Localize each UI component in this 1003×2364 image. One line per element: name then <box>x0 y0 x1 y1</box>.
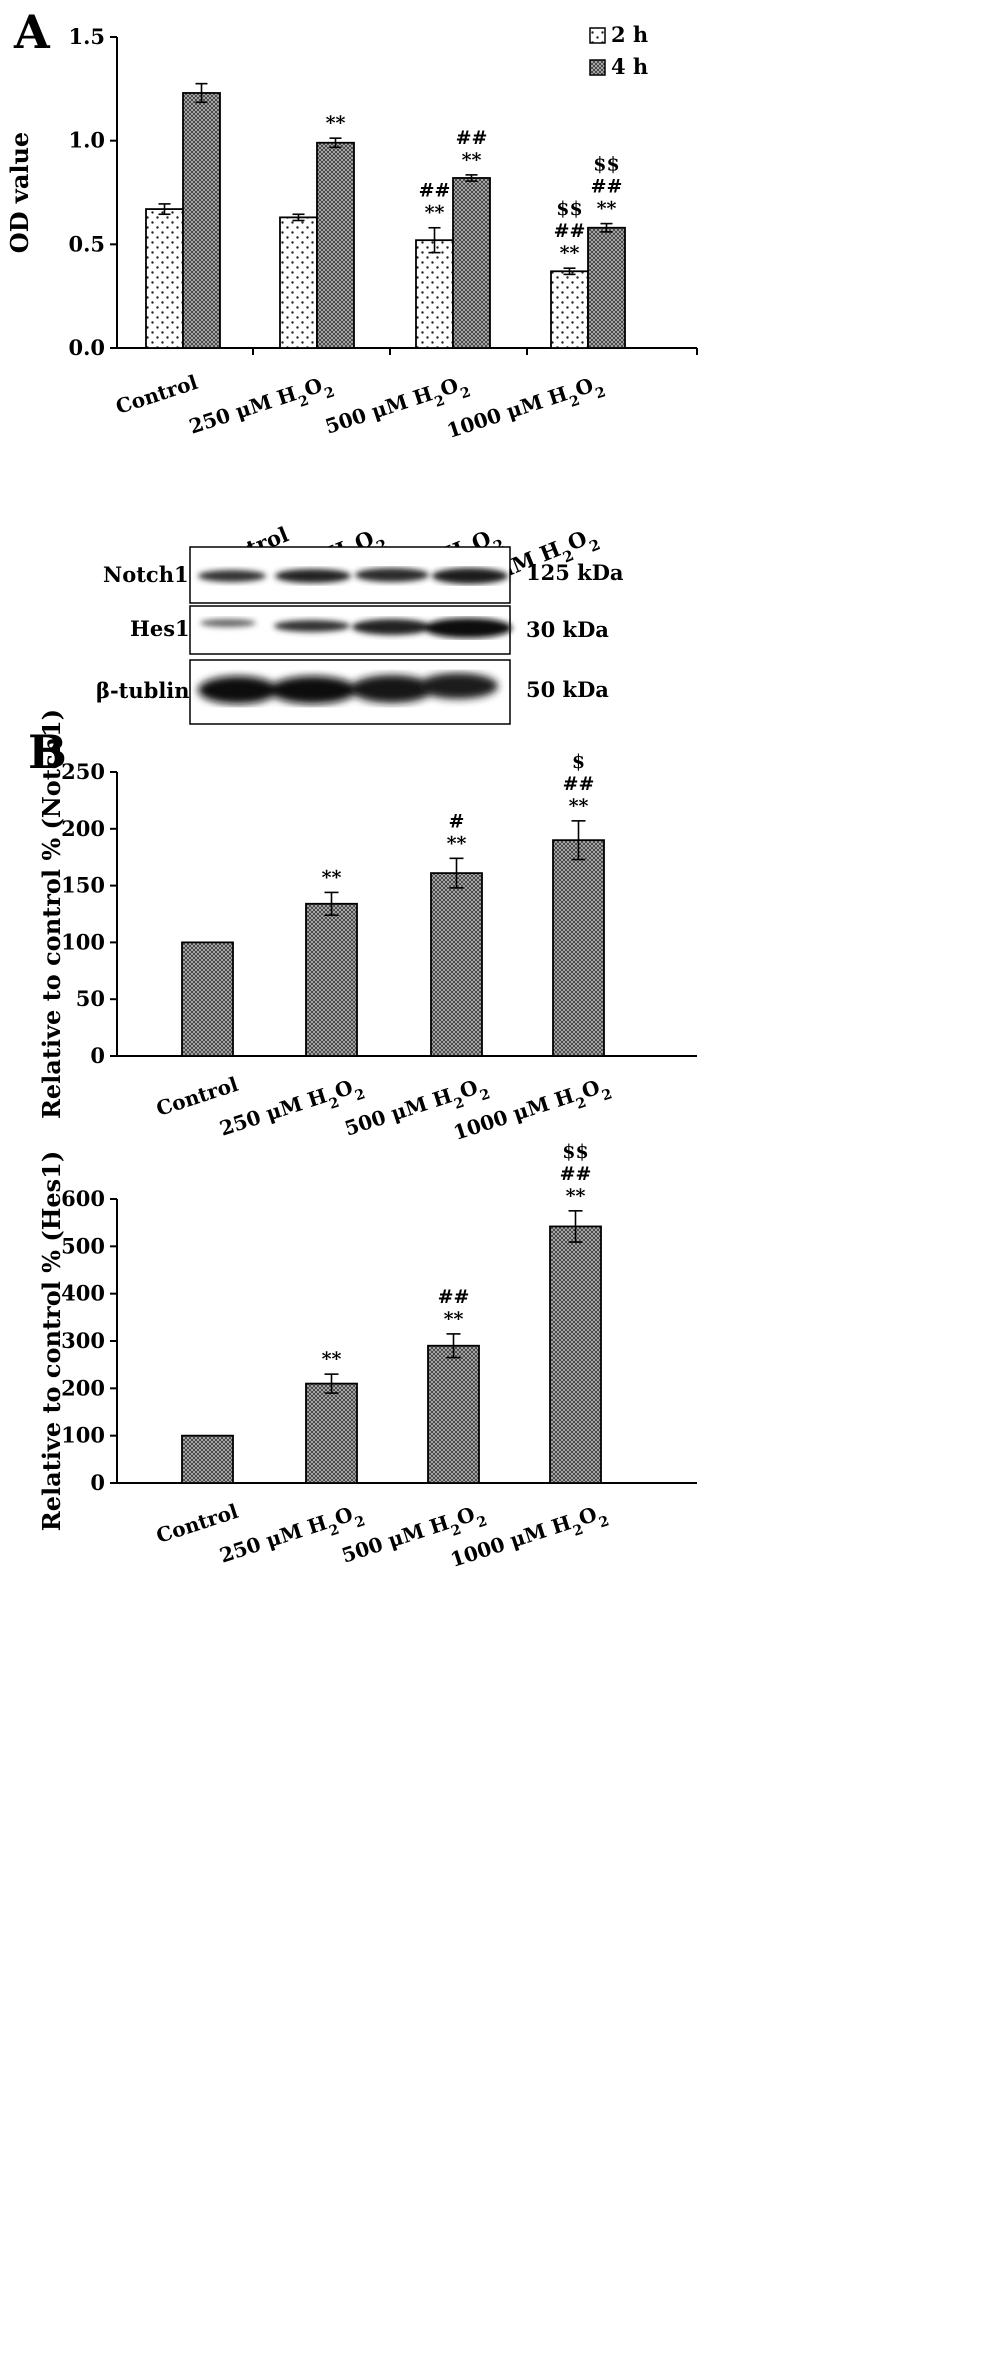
chart-od-value: 0.0 0.5 1.0 1.5 OD value Control ** 250 μM H2O2… <box>5 22 698 450</box>
bar-4h-3 <box>587 226 626 349</box>
bar-1 <box>305 902 358 1057</box>
bar-0 <box>181 941 234 1057</box>
blot-kda-tubulin: 50 kDa <box>526 677 609 702</box>
y-tick-label: 0 <box>90 1470 105 1495</box>
y-tick-label: 200 <box>61 1375 105 1400</box>
significance-label: ## <box>419 180 451 202</box>
panel-b-letter: B <box>28 725 67 779</box>
x-category-label: Control <box>113 370 201 419</box>
bar-1 <box>305 1382 358 1484</box>
blot-row-label-notch1: Notch1 <box>103 562 189 587</box>
bar-2 <box>430 872 483 1057</box>
x-category-label: 500 μM H2O2 <box>342 1072 493 1147</box>
y-axis-title: OD value <box>5 132 34 253</box>
y-axis-title: Relative to control % (Notch1) <box>37 709 66 1119</box>
bar-2h-3 <box>550 270 589 349</box>
blot-row-label-tubulin: β-tublin <box>96 678 190 703</box>
significance-label: ** <box>566 1185 586 1207</box>
bar-2h-2 <box>415 239 454 349</box>
significance-label: $$ <box>593 154 619 176</box>
significance-label: ## <box>591 176 623 198</box>
blot-bands-hes1 <box>200 618 512 638</box>
significance-label: ## <box>560 1163 592 1185</box>
legend-swatch-1 <box>589 59 606 76</box>
y-tick-label: 0.0 <box>68 335 105 360</box>
y-tick-label: 500 <box>61 1233 105 1258</box>
legend-label-0: 2 h <box>611 22 648 47</box>
blot-kda-notch1: 125 kDa <box>526 560 624 585</box>
y-tick-label: 200 <box>61 816 105 841</box>
significance-label: ## <box>456 127 488 149</box>
y-tick-label: 1.5 <box>68 24 105 49</box>
x-category-label: 1000 μM H2O2 <box>444 370 608 450</box>
significance-label: ** <box>569 795 589 817</box>
y-tick-label: 600 <box>61 1186 105 1211</box>
significance-label: $ <box>572 751 585 773</box>
y-tick-label: 0 <box>90 1043 105 1068</box>
significance-label: # <box>449 810 465 832</box>
bar-4h-0 <box>182 92 221 349</box>
y-axis-title: Relative to control % (Hes1) <box>37 1151 66 1531</box>
x-category-label: 250 μM H2O2 <box>217 1072 368 1147</box>
significance-label: $$ <box>556 198 582 220</box>
blot-row-label-hes1: Hes1 <box>130 616 190 641</box>
significance-label: ## <box>438 1286 470 1308</box>
blot-bands-notch1 <box>198 568 508 584</box>
bar-2h-0 <box>145 208 184 349</box>
significance-label: ## <box>563 773 595 795</box>
y-tick-label: 0.5 <box>68 231 105 256</box>
y-tick-label: 100 <box>61 929 105 954</box>
legend-swatch-0 <box>589 27 606 44</box>
blot-kda-hes1: 30 kDa <box>526 617 609 642</box>
significance-label: ** <box>425 202 445 224</box>
bar-2h-1 <box>279 216 318 349</box>
y-tick-label: 100 <box>61 1423 105 1448</box>
significance-label: ** <box>560 242 580 264</box>
bar-3 <box>549 1225 602 1484</box>
bar-2 <box>427 1344 480 1484</box>
y-tick-label: 150 <box>61 873 105 898</box>
significance-label: ** <box>322 866 342 888</box>
significance-label: ** <box>447 832 467 854</box>
significance-label: ## <box>554 220 586 242</box>
significance-label: ** <box>322 1348 342 1370</box>
bar-0 <box>181 1434 234 1484</box>
blot-bands-tubulin <box>198 673 498 704</box>
bar-4h-1 <box>316 141 355 349</box>
significance-label: ** <box>597 198 617 220</box>
panel-a-letter: A <box>13 5 51 59</box>
western-blot: Control250 μM H2O2500 μM H2O21000 μM H2O… <box>96 521 624 725</box>
y-tick-label: 400 <box>61 1281 105 1306</box>
significance-label: ** <box>444 1308 464 1330</box>
y-tick-label: 250 <box>61 759 105 784</box>
y-tick-label: 50 <box>76 986 105 1011</box>
y-tick-label: 1.0 <box>68 128 105 153</box>
bar-3 <box>552 839 605 1057</box>
bar-4h-2 <box>452 177 491 349</box>
y-tick-label: 300 <box>61 1328 105 1353</box>
legend-label-1: 4 h <box>611 54 648 79</box>
significance-label: ** <box>326 112 346 134</box>
significance-label: ** <box>462 149 482 171</box>
significance-label: $$ <box>562 1141 588 1163</box>
x-category-label: 250 μM H2O2 <box>186 370 337 445</box>
